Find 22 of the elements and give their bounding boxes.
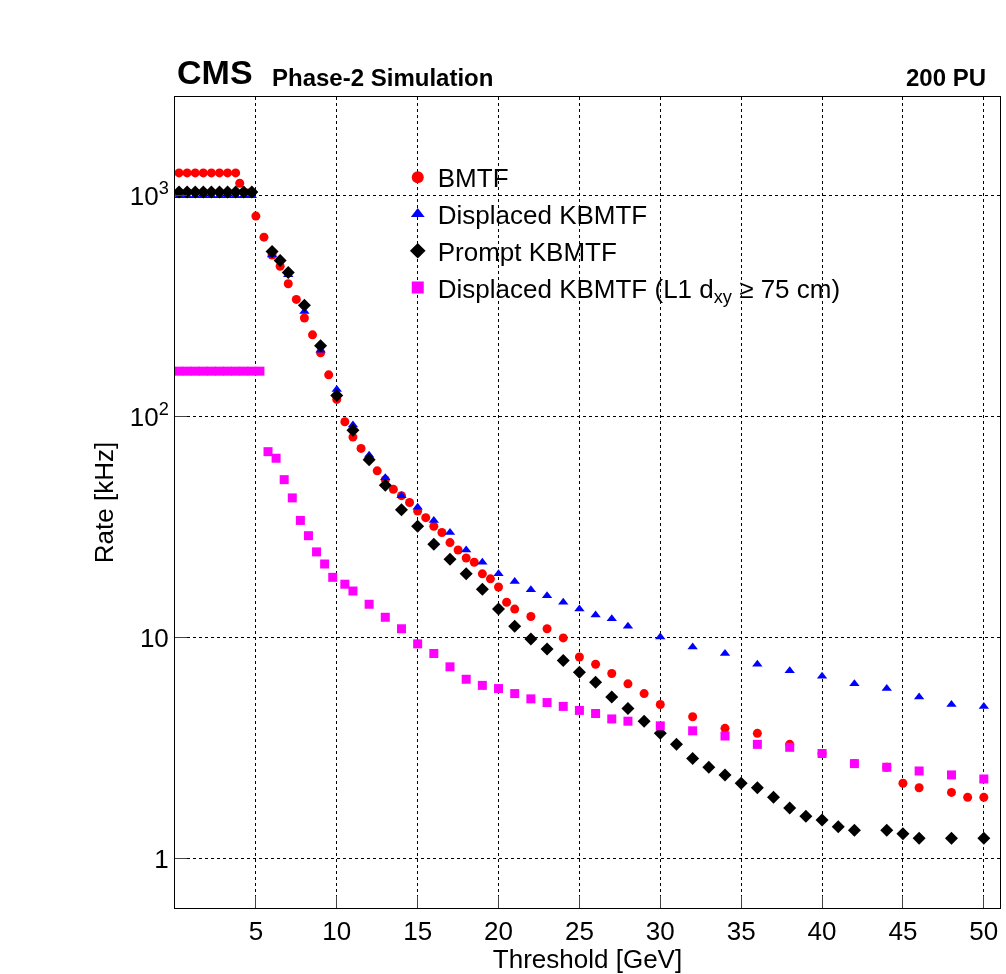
- y-tick-label: 1: [154, 844, 169, 875]
- chart-title: CMS: [177, 53, 253, 91]
- y-tick-label: 10: [139, 623, 169, 654]
- x-tick-label: 10: [322, 916, 352, 947]
- y-tick-label: 10$^{3}$: [129, 178, 169, 211]
- x-tick-label: 30: [645, 916, 675, 947]
- text: 200 PU: [906, 64, 987, 91]
- legend-label: Prompt KBMTF: [437, 236, 617, 267]
- y-tick-label: 10$^{2}$: [129, 399, 169, 432]
- y-axis-title: Rate [kHz]: [89, 441, 119, 564]
- x-tick-label: 35: [726, 916, 756, 947]
- legend-label: Displaced KBMTF: [437, 200, 648, 231]
- x-tick-label: 40: [807, 916, 837, 947]
- x-tick-label: 25: [564, 916, 594, 947]
- x-tick-label: 45: [888, 916, 918, 947]
- x-tick-label: 5: [248, 916, 264, 947]
- x-tick-label: 15: [403, 916, 433, 947]
- legend-label: BMTF: [437, 163, 509, 194]
- x-tick-label: 20: [484, 916, 513, 947]
- x-axis-title: Threshold [GeV]: [492, 944, 683, 974]
- x-tick-label: 50: [969, 916, 999, 947]
- chart-subtitle: Phase-2 Simulation: [272, 64, 494, 91]
